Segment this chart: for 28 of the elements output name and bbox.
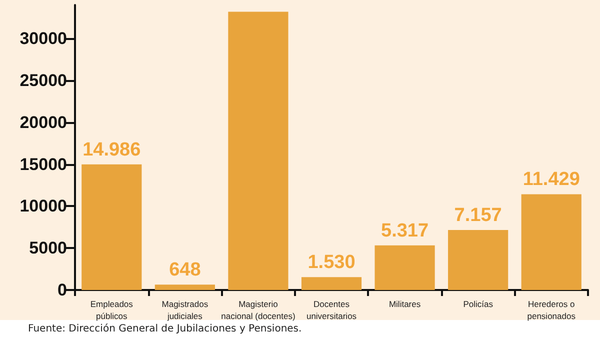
y-tick-label: 30000	[20, 29, 67, 48]
y-tick-label: 20000	[20, 112, 67, 132]
x-tick-label: Empleados públicos	[90, 299, 133, 321]
x-tick-label: Magisterio nacional (docentes)	[221, 299, 296, 321]
y-tick-label: 0	[58, 280, 67, 300]
bar	[448, 230, 508, 290]
x-tick-label: Docentes universitarios	[306, 299, 357, 321]
data-label: 7.157	[454, 205, 502, 226]
y-tick-label: 10000	[20, 196, 67, 216]
bar	[374, 245, 435, 290]
bar	[228, 12, 288, 290]
bar	[521, 194, 582, 290]
x-tick-label: Militares	[388, 299, 421, 309]
source-note: Fuente: Dirección General de Jubilaciones y Pensiones.	[28, 324, 302, 334]
data-label: 14.986	[82, 139, 141, 160]
x-tick-label: Magistrados judiciales	[162, 299, 208, 321]
bar	[301, 277, 362, 290]
data-label: 5.317	[381, 220, 429, 242]
data-label: 11.429	[522, 169, 580, 190]
y-tick-label: 25000	[20, 70, 67, 90]
x-tick-label: Herederos o pensionados	[527, 299, 576, 321]
bar	[82, 164, 142, 290]
data-label: 1.530	[308, 252, 356, 274]
y-tick-label: 5000	[29, 238, 67, 258]
y-tick-label: 15000	[20, 154, 67, 174]
data-label: 648	[169, 260, 201, 281]
x-tick-label: Policías	[463, 299, 493, 309]
bar	[154, 284, 215, 290]
